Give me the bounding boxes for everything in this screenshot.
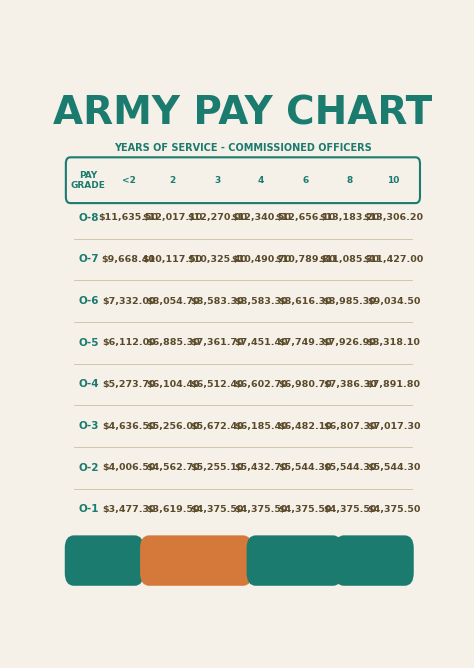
- Text: O-1: O-1: [78, 504, 99, 514]
- Text: $6,602.70: $6,602.70: [235, 380, 288, 389]
- Text: $4,375.50: $4,375.50: [191, 505, 244, 514]
- Text: $10,117.50: $10,117.50: [143, 255, 203, 264]
- Text: $6,185.40: $6,185.40: [234, 422, 288, 431]
- Text: $8,985.30: $8,985.30: [323, 297, 376, 305]
- Text: $7,386.30: $7,386.30: [323, 380, 376, 389]
- Text: $13,306.20: $13,306.20: [364, 213, 424, 222]
- Text: $8,583.30: $8,583.30: [190, 297, 244, 305]
- Text: $13,183.20: $13,183.20: [319, 213, 380, 222]
- Text: $12,270.00: $12,270.00: [187, 213, 247, 222]
- Text: 2: 2: [170, 176, 176, 185]
- Text: 10: 10: [387, 176, 400, 185]
- Text: $8,054.70: $8,054.70: [146, 297, 200, 305]
- Text: $4,375.50: $4,375.50: [367, 505, 420, 514]
- Text: $7,749.30: $7,749.30: [279, 338, 332, 347]
- Text: $4,375.50: $4,375.50: [323, 505, 376, 514]
- Text: $7,361.70: $7,361.70: [190, 338, 244, 347]
- Text: $12,340.50: $12,340.50: [231, 213, 291, 222]
- Text: $3,619.50: $3,619.50: [146, 505, 200, 514]
- Text: O-3: O-3: [78, 421, 99, 431]
- Text: $9,034.50: $9,034.50: [367, 297, 420, 305]
- Text: 6: 6: [302, 176, 309, 185]
- Text: $12,017.10: $12,017.10: [143, 213, 203, 222]
- Text: 3: 3: [214, 176, 220, 185]
- FancyBboxPatch shape: [66, 158, 420, 203]
- FancyBboxPatch shape: [140, 535, 252, 586]
- Text: $6,112.00: $6,112.00: [102, 338, 155, 347]
- Text: O-4: O-4: [78, 379, 99, 389]
- Text: $4,006.50: $4,006.50: [102, 463, 155, 472]
- Text: $7,891.80: $7,891.80: [367, 380, 420, 389]
- Text: $5,544.30: $5,544.30: [279, 463, 332, 472]
- Text: $6,104.40: $6,104.40: [146, 380, 200, 389]
- Text: $6,980.70: $6,980.70: [279, 380, 332, 389]
- Text: $11,085.30: $11,085.30: [319, 255, 380, 264]
- Text: O-2: O-2: [78, 463, 99, 473]
- Text: YEARS OF SERVICE - COMMISSIONED OFFICERS: YEARS OF SERVICE - COMMISSIONED OFFICERS: [114, 143, 372, 153]
- Text: $4,375.50: $4,375.50: [235, 505, 288, 514]
- Text: PAY
GRADE: PAY GRADE: [71, 170, 106, 190]
- Text: $4,636.50: $4,636.50: [102, 422, 155, 431]
- Text: $10,789.80: $10,789.80: [275, 255, 336, 264]
- Text: O-5: O-5: [78, 338, 99, 348]
- Text: $4,375.50: $4,375.50: [279, 505, 332, 514]
- Text: O-7: O-7: [78, 255, 99, 265]
- Text: $6,807.30: $6,807.30: [323, 422, 376, 431]
- Text: $11,635.50: $11,635.50: [99, 213, 159, 222]
- Text: $6,512.40: $6,512.40: [190, 380, 244, 389]
- Text: $6,885.30: $6,885.30: [146, 338, 200, 347]
- Text: $10,325.40: $10,325.40: [187, 255, 247, 264]
- Text: 8: 8: [346, 176, 353, 185]
- Text: $5,544.30: $5,544.30: [323, 463, 376, 472]
- Text: $12,656.10: $12,656.10: [275, 213, 336, 222]
- Text: O-8: O-8: [78, 212, 99, 222]
- Text: $8,318.10: $8,318.10: [367, 338, 420, 347]
- Text: $11,427.00: $11,427.00: [364, 255, 424, 264]
- Text: <2: <2: [122, 176, 136, 185]
- Text: $7,017.30: $7,017.30: [367, 422, 420, 431]
- Text: ARMY PAY CHART: ARMY PAY CHART: [53, 95, 433, 132]
- FancyBboxPatch shape: [246, 535, 342, 586]
- Text: $7,926.90: $7,926.90: [323, 338, 376, 347]
- Text: $5,432.70: $5,432.70: [235, 463, 288, 472]
- Text: $8,583.30: $8,583.30: [235, 297, 288, 305]
- Text: $5,256.00: $5,256.00: [146, 422, 200, 431]
- Text: O-6: O-6: [78, 296, 99, 306]
- Text: $5,672.40: $5,672.40: [190, 422, 244, 431]
- Text: $3,477.30: $3,477.30: [102, 505, 155, 514]
- Text: 4: 4: [258, 176, 264, 185]
- Text: $4,562.70: $4,562.70: [146, 463, 200, 472]
- Text: $5,544.30: $5,544.30: [367, 463, 420, 472]
- Text: $5,273.70: $5,273.70: [102, 380, 155, 389]
- Text: $7,451.40: $7,451.40: [235, 338, 288, 347]
- Text: $7,332.00: $7,332.00: [102, 297, 155, 305]
- Text: $5,255.10: $5,255.10: [191, 463, 244, 472]
- FancyBboxPatch shape: [65, 535, 144, 586]
- Text: $8,616.30: $8,616.30: [279, 297, 332, 305]
- Text: $9,668.40: $9,668.40: [102, 255, 155, 264]
- Text: $6,482.10: $6,482.10: [279, 422, 332, 431]
- FancyBboxPatch shape: [335, 535, 414, 586]
- Text: $10,490.70: $10,490.70: [231, 255, 292, 264]
